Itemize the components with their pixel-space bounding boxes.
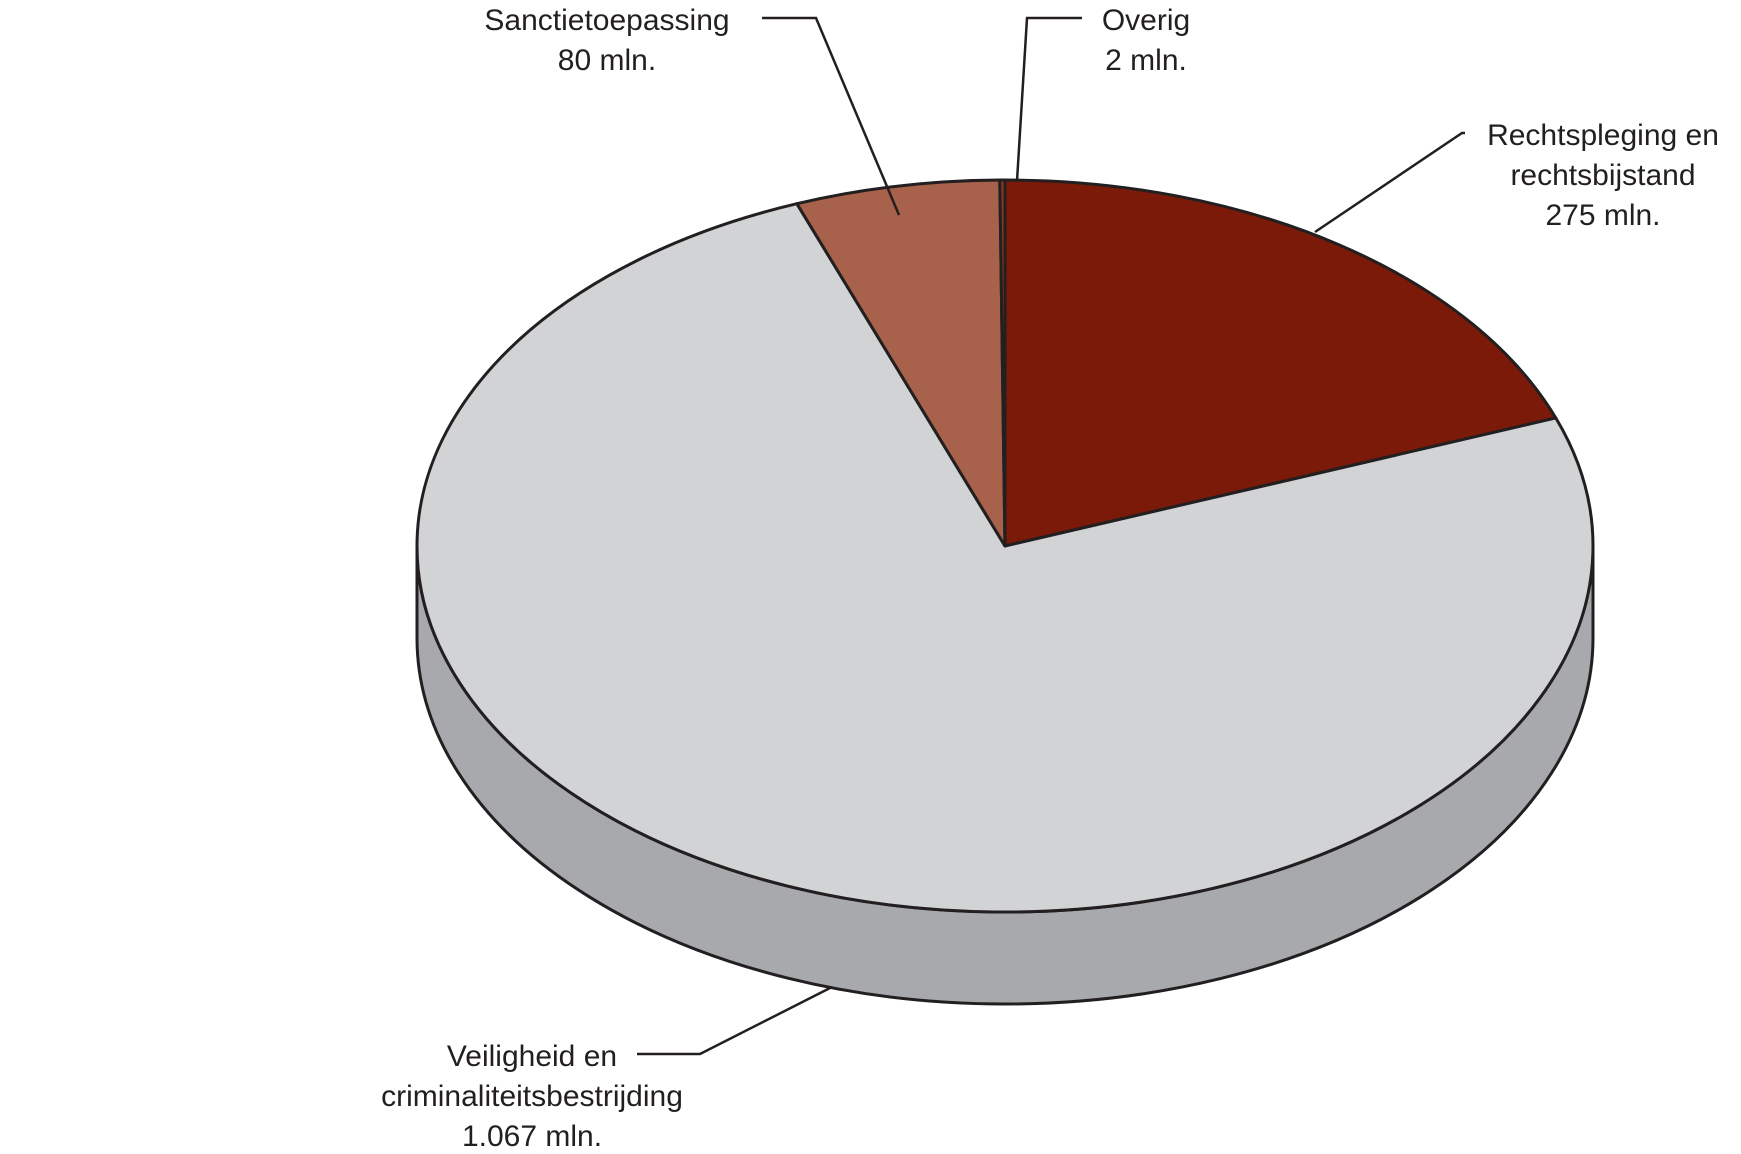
pie-slice-overig	[998, 178, 1007, 548]
slice-label-sanctietoepassing: Sanctietoepassing	[484, 4, 729, 37]
slice-label-rechtspleging: Rechtspleging en	[1487, 119, 1719, 152]
leader-line-sanctietoepassing	[762, 16, 901, 216]
pie-top	[415, 178, 1595, 914]
value-label-sanctietoepassing: 80 mln.	[558, 44, 656, 77]
slice-label-veiligheid: criminaliteitsbestrijding	[381, 1080, 683, 1113]
slice-label-overig: Overig	[1102, 4, 1190, 37]
value-label-rechtspleging: 275 mln.	[1545, 199, 1660, 232]
leader-line-veiligheid	[637, 985, 833, 1056]
value-label-veiligheid: 1.067 mln.	[462, 1120, 602, 1153]
slice-label-veiligheid: Veiligheid en	[447, 1040, 617, 1073]
pie-slice-veiligheid	[415, 202, 1595, 914]
leader-line-rechtspleging	[1314, 131, 1465, 234]
value-label-overig: 2 mln.	[1105, 44, 1187, 77]
slice-label-rechtspleging: rechtsbijstand	[1510, 159, 1695, 192]
slice-labels: Rechtspleging en rechtsbijstand 275 mln. Ve…	[381, 4, 1719, 1153]
leader-lines	[637, 16, 1465, 1056]
leader-line-overig	[1015, 16, 1082, 182]
pie-slice-rechtspleging	[1003, 178, 1558, 548]
pie-slice-sanctietoepassing	[795, 178, 1007, 548]
